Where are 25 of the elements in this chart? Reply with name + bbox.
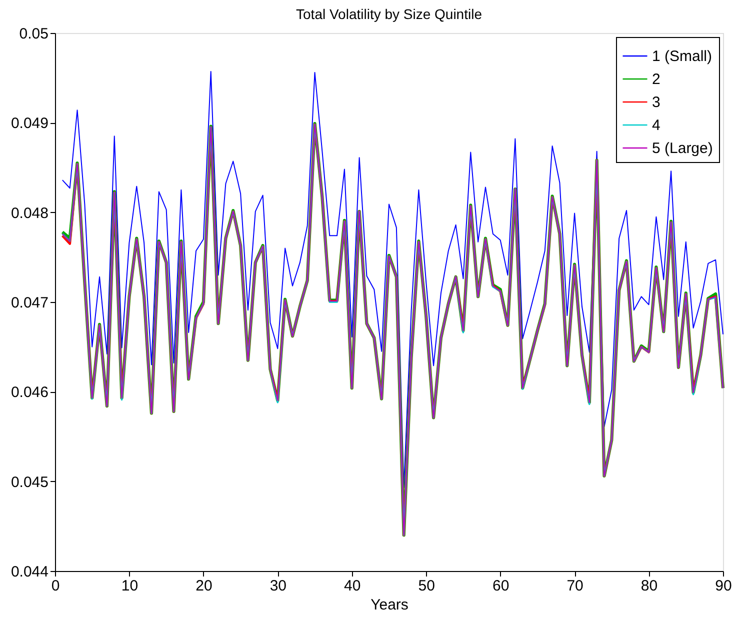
x-tick-label: 30 [270, 578, 287, 594]
x-axis-title: Years [370, 596, 408, 614]
y-tick-label: 0.047 [10, 294, 48, 312]
y-tick-label: 0.048 [10, 204, 48, 222]
x-tick-label: 70 [566, 578, 584, 594]
x-tick-label: 60 [492, 578, 510, 594]
legend-label: 3 [652, 94, 660, 111]
y-tick-label: 0.049 [10, 115, 48, 132]
x-tick-label: 40 [344, 578, 361, 594]
x-tick-label: 90 [715, 578, 732, 594]
x-tick-label: 50 [418, 578, 435, 594]
legend-label: 4 [652, 117, 660, 134]
y-tick-label: 0.045 [10, 474, 48, 491]
legend-label: 2 [652, 71, 660, 88]
line-series [62, 71, 724, 488]
x-tick-label: 20 [196, 578, 212, 594]
y-tick-label: 0.046 [10, 384, 48, 402]
legend-label: 1 (Small) [652, 48, 712, 65]
x-tick-label: 10 [121, 578, 138, 594]
chart-title: Total Volatility by Size Quintile [296, 6, 482, 22]
legend-label: 5 (Large) [652, 140, 713, 157]
y-tick-label: 0.05 [19, 26, 48, 42]
x-tick-label: 0 [51, 578, 60, 594]
x-tick-label: 80 [640, 578, 658, 594]
y-tick-label: 0.044 [10, 564, 48, 580]
